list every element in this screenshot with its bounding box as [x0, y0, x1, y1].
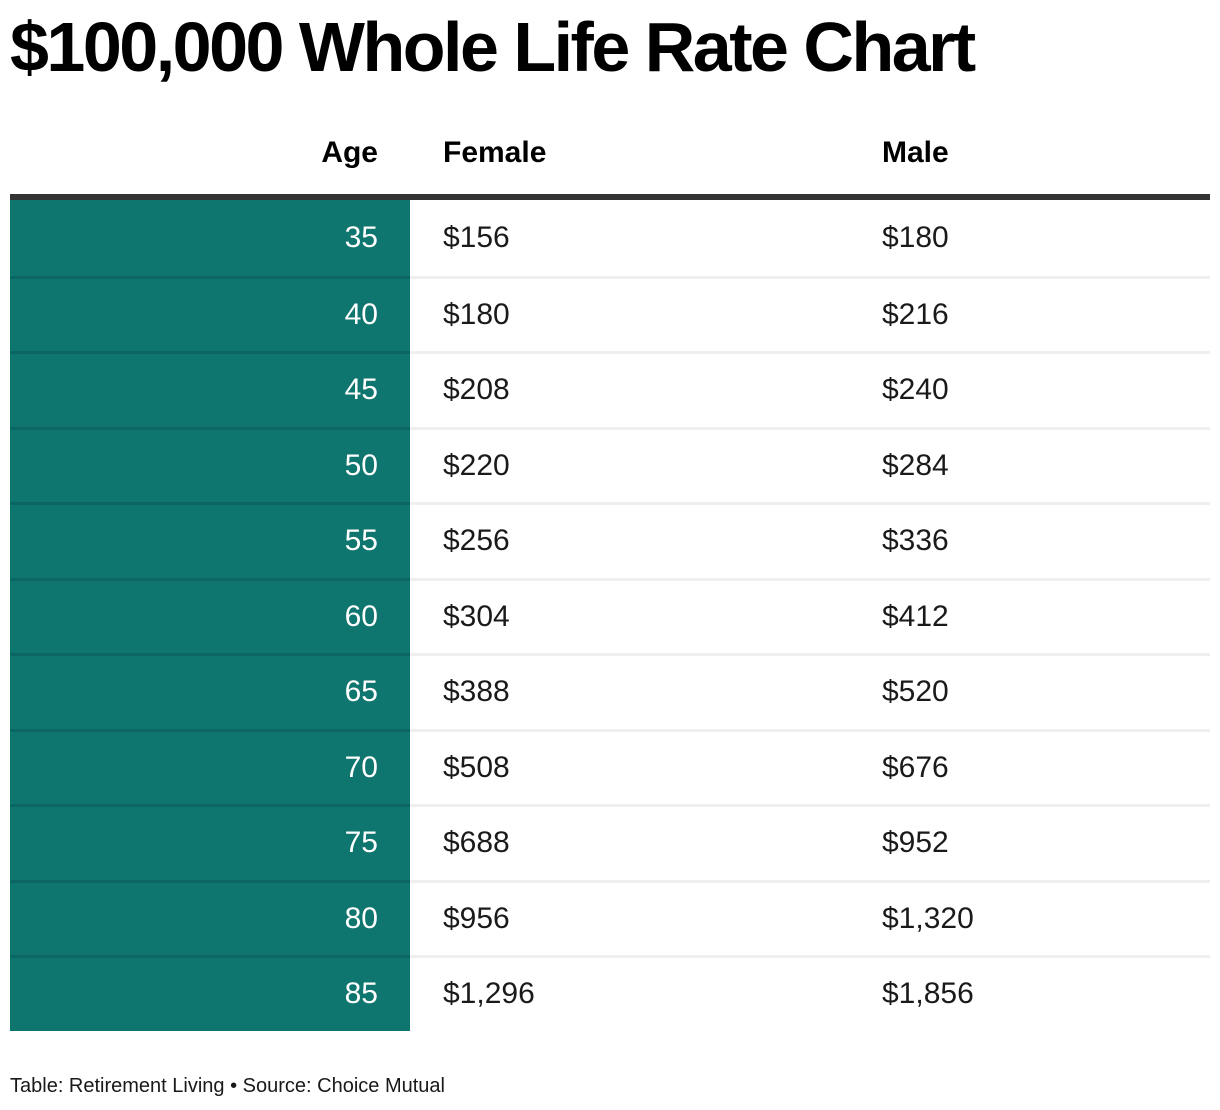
age-cell: 75	[10, 804, 410, 880]
male-rate-cell: $180	[849, 200, 1210, 276]
table-row: 70 $508 $676	[10, 728, 1210, 804]
female-rate-cell: $256	[410, 502, 849, 578]
table-row: 75 $688 $952	[10, 804, 1210, 880]
female-rate-cell: $208	[410, 351, 849, 427]
table-row: 40 $180 $216	[10, 275, 1210, 351]
female-rate-cell: $220	[410, 426, 849, 502]
table-row: 85 $1,296 $1,856	[10, 955, 1210, 1031]
age-cell: 80	[10, 879, 410, 955]
female-rate-cell: $388	[410, 653, 849, 729]
column-header-female: Female	[410, 88, 849, 200]
male-rate-cell: $336	[849, 502, 1210, 578]
column-header-male: Male	[849, 88, 1210, 200]
table-row: 80 $956 $1,320	[10, 879, 1210, 955]
age-cell: 70	[10, 728, 410, 804]
female-rate-cell: $180	[410, 275, 849, 351]
male-rate-cell: $284	[849, 426, 1210, 502]
rate-table-header: Age Female Male	[10, 88, 1210, 200]
age-cell: 55	[10, 502, 410, 578]
male-rate-cell: $1,856	[849, 955, 1210, 1031]
attribution-footer: Table: Retirement Living • Source: Choic…	[10, 1074, 445, 1097]
age-cell: 40	[10, 275, 410, 351]
male-rate-cell: $676	[849, 728, 1210, 804]
female-rate-cell: $156	[410, 200, 849, 276]
male-rate-cell: $240	[849, 351, 1210, 427]
table-row: 50 $220 $284	[10, 426, 1210, 502]
page-title: $100,000 Whole Life Rate Chart	[10, 8, 976, 86]
male-rate-cell: $520	[849, 653, 1210, 729]
rate-table-body: 35 $156 $180 40 $180 $216 45 $208 $240 5…	[10, 200, 1210, 1031]
male-rate-cell: $216	[849, 275, 1210, 351]
table-row: 45 $208 $240	[10, 351, 1210, 427]
rate-chart-page: $100,000 Whole Life Rate Chart Age Femal…	[0, 6, 1220, 1110]
male-rate-cell: $412	[849, 577, 1210, 653]
header-row: Age Female Male	[10, 88, 1210, 200]
age-cell: 60	[10, 577, 410, 653]
female-rate-cell: $956	[410, 879, 849, 955]
female-rate-cell: $1,296	[410, 955, 849, 1031]
age-cell: 35	[10, 200, 410, 276]
female-rate-cell: $688	[410, 804, 849, 880]
male-rate-cell: $952	[849, 804, 1210, 880]
age-cell: 65	[10, 653, 410, 729]
table-row: 60 $304 $412	[10, 577, 1210, 653]
female-rate-cell: $508	[410, 728, 849, 804]
table-row: 65 $388 $520	[10, 653, 1210, 729]
table-row: 35 $156 $180	[10, 200, 1210, 276]
age-cell: 85	[10, 955, 410, 1031]
table-row: 55 $256 $336	[10, 502, 1210, 578]
rate-table: Age Female Male 35 $156 $180 40 $180 $21…	[10, 88, 1210, 1031]
female-rate-cell: $304	[410, 577, 849, 653]
column-header-age: Age	[10, 88, 410, 200]
age-cell: 50	[10, 426, 410, 502]
male-rate-cell: $1,320	[849, 879, 1210, 955]
age-cell: 45	[10, 351, 410, 427]
